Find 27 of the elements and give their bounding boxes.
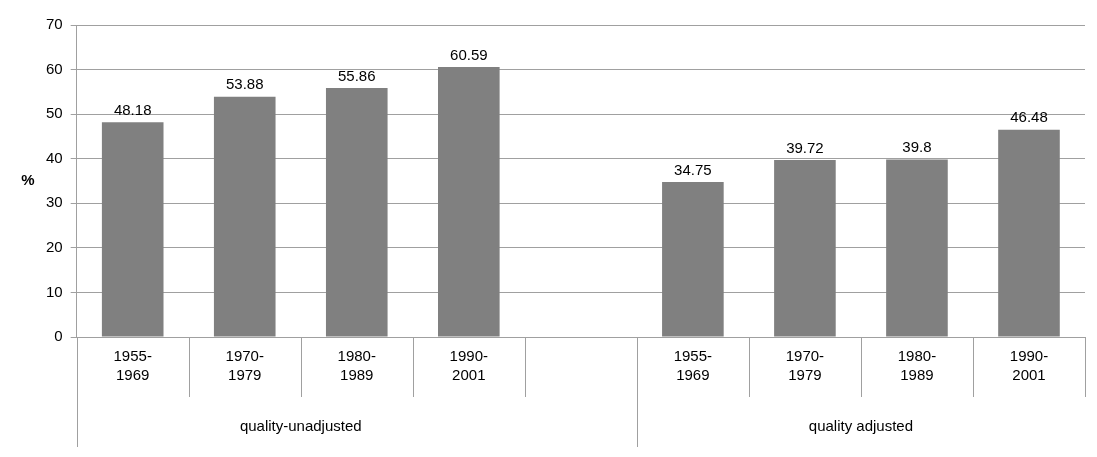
data-label: 46.48 [1010, 108, 1048, 126]
data-label: 34.75 [674, 160, 712, 178]
y-tick-label: 70 [46, 15, 63, 33]
data-label: 53.88 [225, 75, 264, 93]
x-tick-label: 1955-1969 [673, 347, 713, 384]
y-tick-label: 20 [46, 238, 63, 255]
x-tick-label: 1990-2001 [1009, 347, 1049, 384]
x-tick-label: 1980-1989 [337, 347, 376, 384]
text: quality-unadjusted [239, 417, 362, 435]
x-tick-label: 1970-1979 [225, 347, 264, 384]
data-label: 55.86 [338, 66, 376, 84]
x-tick-label: 1980-1989 [897, 347, 937, 384]
text: quality adjusted [808, 417, 914, 435]
y-axis-title: % [21, 171, 35, 189]
y-tick-label: 40 [46, 148, 63, 166]
data-label: 39.72 [786, 138, 824, 156]
data-label: 60.59 [450, 45, 488, 63]
data-label: 48.18 [113, 100, 152, 118]
x-tick-label: 1990-2001 [449, 347, 488, 384]
y-tick-label: 60 [46, 59, 63, 77]
y-tick-label: 0 [54, 327, 63, 345]
x-tick-label: 1955-1969 [113, 347, 152, 384]
y-tick-label: 10 [46, 282, 63, 300]
x-tick-label: 1970-1979 [785, 347, 825, 384]
y-tick-label: 30 [46, 193, 63, 211]
y-tick-label: 50 [46, 104, 63, 122]
data-label: 39.8 [902, 138, 932, 156]
